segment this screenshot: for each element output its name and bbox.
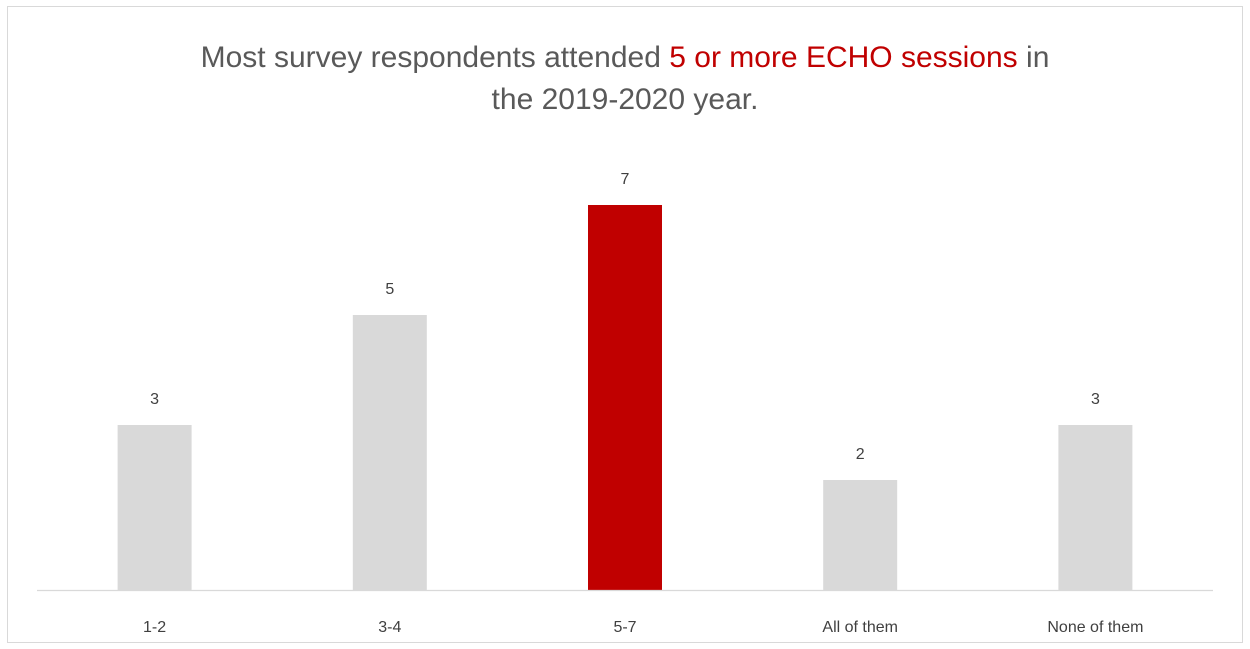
data-label: 3: [1091, 391, 1100, 408]
bar-3-4: [352, 315, 427, 590]
data-label: 7: [621, 171, 630, 188]
x-tick-label: 5-7: [613, 619, 636, 636]
data-label: 3: [150, 391, 159, 408]
bar-1-2: [117, 425, 192, 590]
bar-none-of-them: [1058, 425, 1133, 590]
chart-title: Most survey respondents attended 5 or mo…: [8, 37, 1242, 121]
x-tick-label: 3-4: [378, 619, 401, 636]
bar-all-of-them: [823, 480, 898, 590]
x-tick-label: 1-2: [143, 619, 166, 636]
data-label: 2: [856, 446, 865, 463]
chart-title-text: Most survey respondents attended: [200, 41, 670, 74]
data-label: 5: [385, 281, 394, 298]
bar-5-7: [588, 205, 662, 590]
chart-title-highlight: 5 or more ECHO sessions: [669, 41, 1018, 74]
chart-title-line2: the 2019-2020 year.: [491, 83, 759, 116]
chart-title-text-end: in: [1017, 41, 1050, 74]
x-tick-label: All of them: [822, 619, 898, 636]
x-tick-label: None of them: [1047, 619, 1143, 636]
